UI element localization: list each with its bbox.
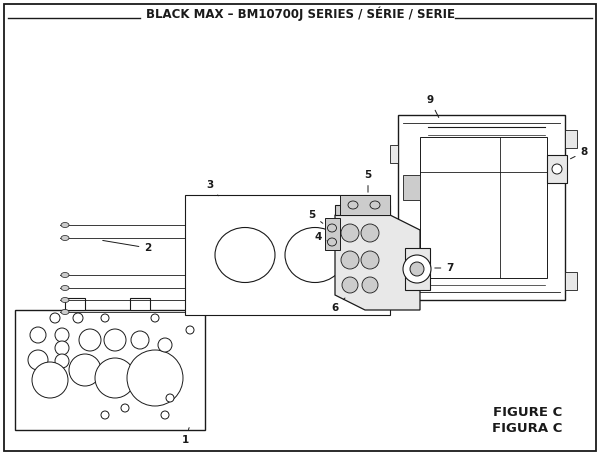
Polygon shape xyxy=(420,137,547,278)
Polygon shape xyxy=(390,265,398,283)
Text: 5: 5 xyxy=(364,170,371,192)
Ellipse shape xyxy=(158,338,172,352)
Text: 4: 4 xyxy=(314,232,328,242)
Polygon shape xyxy=(340,195,390,215)
Ellipse shape xyxy=(28,350,48,370)
Polygon shape xyxy=(390,145,398,163)
Text: 6: 6 xyxy=(331,298,345,313)
Ellipse shape xyxy=(348,201,358,209)
Polygon shape xyxy=(335,205,390,215)
Ellipse shape xyxy=(101,314,109,322)
Ellipse shape xyxy=(370,201,380,209)
Ellipse shape xyxy=(79,329,101,351)
Polygon shape xyxy=(547,155,567,183)
Text: BLACK MAX – BM10700J SERIES / SÉRIE / SERIE: BLACK MAX – BM10700J SERIES / SÉRIE / SE… xyxy=(146,7,455,21)
Ellipse shape xyxy=(341,251,359,269)
Ellipse shape xyxy=(342,277,358,293)
Polygon shape xyxy=(130,298,150,310)
Ellipse shape xyxy=(55,354,69,368)
Ellipse shape xyxy=(61,298,69,303)
Ellipse shape xyxy=(61,222,69,228)
Polygon shape xyxy=(15,310,205,430)
Text: 9: 9 xyxy=(427,95,439,117)
Ellipse shape xyxy=(356,248,394,283)
Ellipse shape xyxy=(55,341,69,355)
Ellipse shape xyxy=(285,228,345,283)
Text: FIGURE C: FIGURE C xyxy=(493,405,562,419)
Ellipse shape xyxy=(131,331,149,349)
Ellipse shape xyxy=(61,285,69,290)
Ellipse shape xyxy=(341,224,359,242)
Ellipse shape xyxy=(61,309,69,314)
Ellipse shape xyxy=(101,411,109,419)
Ellipse shape xyxy=(361,224,379,242)
Ellipse shape xyxy=(166,394,174,402)
Polygon shape xyxy=(398,115,565,300)
Ellipse shape xyxy=(104,329,126,351)
Ellipse shape xyxy=(328,224,337,232)
Ellipse shape xyxy=(403,255,431,283)
Polygon shape xyxy=(405,248,430,290)
Ellipse shape xyxy=(73,313,83,323)
Text: FIGURA C: FIGURA C xyxy=(491,421,562,435)
Ellipse shape xyxy=(410,262,424,276)
Text: 5: 5 xyxy=(308,210,323,223)
Ellipse shape xyxy=(362,277,378,293)
Text: 2: 2 xyxy=(103,240,152,253)
Ellipse shape xyxy=(361,251,379,269)
Ellipse shape xyxy=(151,314,159,322)
Ellipse shape xyxy=(95,358,135,398)
Ellipse shape xyxy=(69,354,101,386)
Polygon shape xyxy=(565,272,577,290)
Ellipse shape xyxy=(30,327,46,343)
Ellipse shape xyxy=(32,362,68,398)
Polygon shape xyxy=(335,215,420,310)
Polygon shape xyxy=(65,298,85,310)
Polygon shape xyxy=(185,195,390,315)
Ellipse shape xyxy=(121,404,129,412)
Ellipse shape xyxy=(161,411,169,419)
Polygon shape xyxy=(403,175,420,200)
Polygon shape xyxy=(565,130,577,148)
Ellipse shape xyxy=(552,164,562,174)
Ellipse shape xyxy=(186,326,194,334)
Text: 1: 1 xyxy=(181,428,189,445)
Ellipse shape xyxy=(55,328,69,342)
Ellipse shape xyxy=(127,350,183,406)
Text: 8: 8 xyxy=(571,147,587,159)
Text: 7: 7 xyxy=(435,263,454,273)
Ellipse shape xyxy=(215,228,275,283)
Ellipse shape xyxy=(328,238,337,246)
Text: 3: 3 xyxy=(206,180,218,196)
Ellipse shape xyxy=(50,313,60,323)
Polygon shape xyxy=(325,218,340,250)
Ellipse shape xyxy=(61,236,69,241)
Ellipse shape xyxy=(61,273,69,278)
